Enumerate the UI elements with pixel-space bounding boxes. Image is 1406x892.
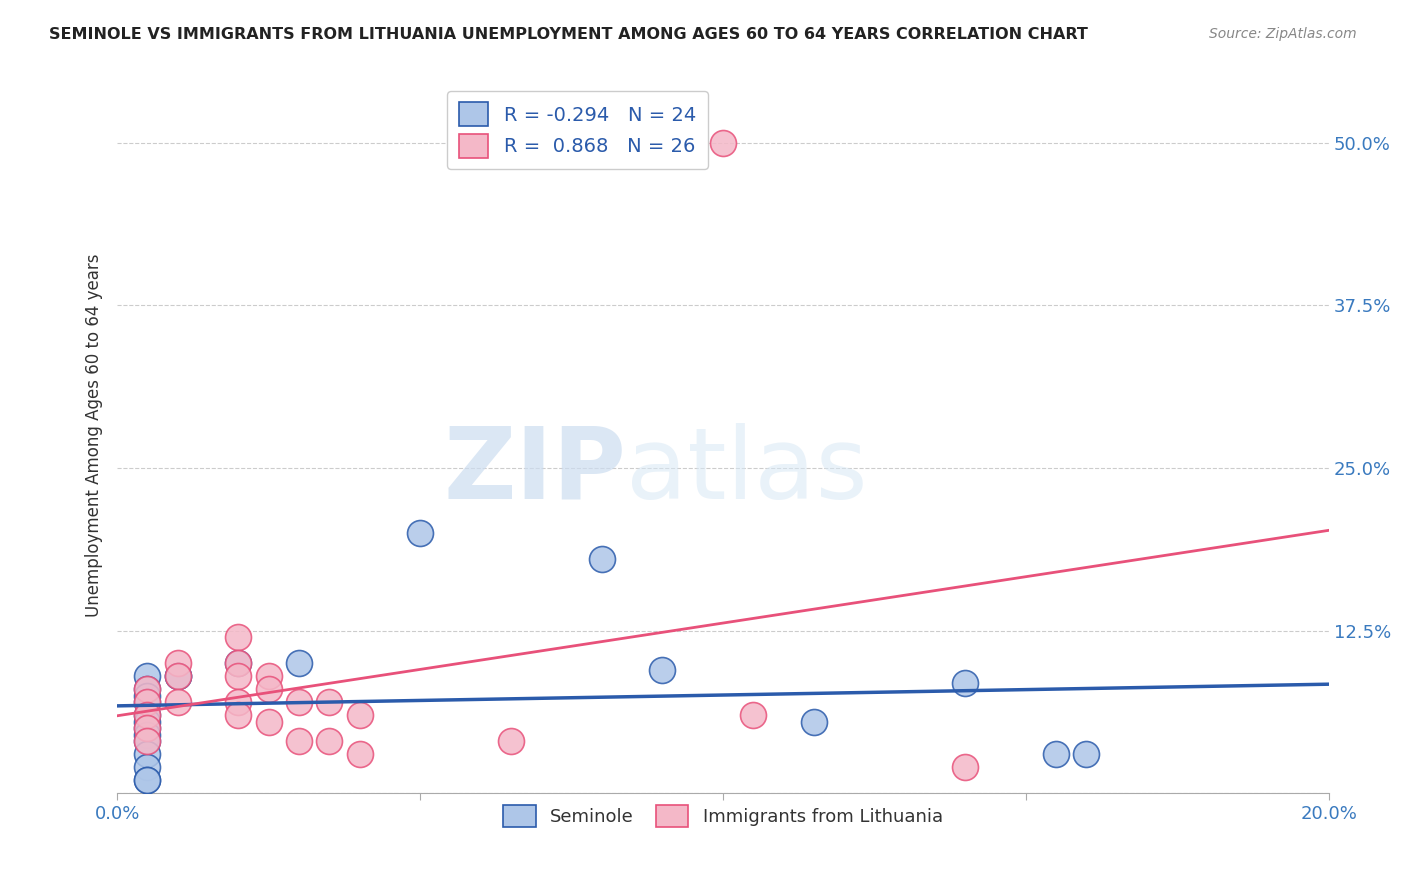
Text: ZIP: ZIP <box>443 423 626 520</box>
Point <box>136 760 159 774</box>
Point <box>228 656 250 670</box>
Point <box>591 552 613 566</box>
Point <box>228 630 250 644</box>
Point <box>166 669 188 683</box>
Text: atlas: atlas <box>626 423 868 520</box>
Point <box>166 669 188 683</box>
Point <box>166 695 188 709</box>
Point <box>409 526 432 541</box>
Point <box>136 734 159 748</box>
Point <box>318 734 340 748</box>
Point <box>228 656 250 670</box>
Point <box>136 708 159 723</box>
Point <box>651 663 673 677</box>
Point <box>136 682 159 697</box>
Point <box>349 747 371 762</box>
Point <box>803 714 825 729</box>
Point <box>136 773 159 788</box>
Point <box>136 689 159 703</box>
Point <box>136 773 159 788</box>
Point <box>288 695 311 709</box>
Point <box>499 734 522 748</box>
Legend: Seminole, Immigrants from Lithuania: Seminole, Immigrants from Lithuania <box>496 798 950 834</box>
Point <box>742 708 765 723</box>
Point <box>136 721 159 735</box>
Point <box>228 669 250 683</box>
Point <box>166 656 188 670</box>
Point <box>288 656 311 670</box>
Point <box>136 695 159 709</box>
Point <box>228 708 250 723</box>
Point <box>136 695 159 709</box>
Point <box>136 708 159 723</box>
Point <box>288 734 311 748</box>
Point <box>349 708 371 723</box>
Point <box>136 669 159 683</box>
Text: Source: ZipAtlas.com: Source: ZipAtlas.com <box>1209 27 1357 41</box>
Point <box>318 695 340 709</box>
Point <box>1045 747 1067 762</box>
Y-axis label: Unemployment Among Ages 60 to 64 years: Unemployment Among Ages 60 to 64 years <box>86 253 103 617</box>
Text: SEMINOLE VS IMMIGRANTS FROM LITHUANIA UNEMPLOYMENT AMONG AGES 60 TO 64 YEARS COR: SEMINOLE VS IMMIGRANTS FROM LITHUANIA UN… <box>49 27 1088 42</box>
Point <box>136 728 159 742</box>
Point <box>136 682 159 697</box>
Point <box>257 669 280 683</box>
Point <box>136 721 159 735</box>
Point <box>257 682 280 697</box>
Point <box>136 747 159 762</box>
Point <box>228 695 250 709</box>
Point <box>711 136 734 150</box>
Point <box>136 734 159 748</box>
Point <box>955 760 977 774</box>
Point <box>955 675 977 690</box>
Point <box>257 714 280 729</box>
Point <box>1076 747 1098 762</box>
Point <box>166 669 188 683</box>
Point <box>136 714 159 729</box>
